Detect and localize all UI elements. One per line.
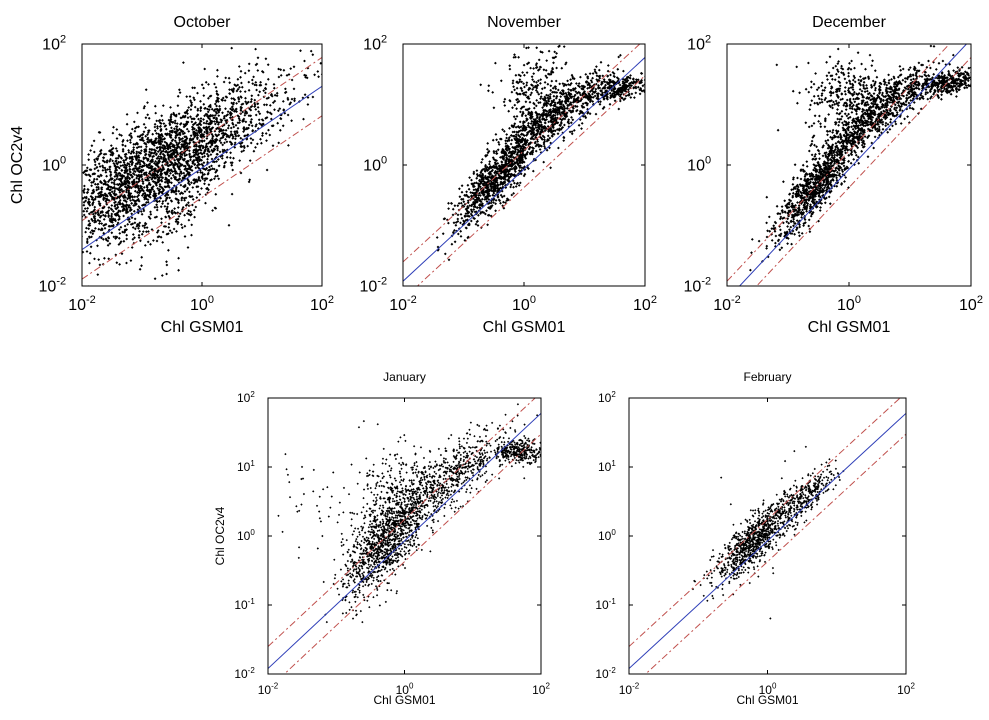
scatter-markers xyxy=(435,44,645,262)
x-tick-label: 10-2 xyxy=(258,682,279,697)
x-tick-label: 102 xyxy=(310,294,334,314)
y-tick-label: 10-2 xyxy=(360,275,388,295)
regression-line xyxy=(268,412,541,669)
y-tick-label: 102 xyxy=(598,390,616,405)
x-axis-label: Chl GSM01 xyxy=(736,693,798,707)
y-tick-label: 10-1 xyxy=(234,597,255,612)
x-axis-label: Chl GSM01 xyxy=(161,319,244,336)
x-tick-label: 10-2 xyxy=(713,294,741,314)
y-tick-label: 101 xyxy=(237,459,255,474)
scatter-markers xyxy=(691,445,845,620)
x-axis-label: Chl GSM01 xyxy=(373,693,435,707)
bound-line xyxy=(82,115,322,280)
data-points xyxy=(277,403,541,624)
x-tick-label: 100 xyxy=(396,682,414,697)
x-tick-label: 10-2 xyxy=(389,294,417,314)
y-tick-label: 10-2 xyxy=(234,666,255,681)
bound-line xyxy=(629,398,901,647)
y-tick-label: 102 xyxy=(687,33,711,53)
chart-title: December xyxy=(812,14,886,31)
chart-title: October xyxy=(174,14,232,31)
x-tick-label: 100 xyxy=(837,294,861,314)
axes-box xyxy=(267,397,542,675)
x-tick-label: 102 xyxy=(532,682,550,697)
y-tick-label: 10-1 xyxy=(595,597,616,612)
y-tick-label: 102 xyxy=(42,33,66,53)
scatter-panel-december: 10-2 100 102 10-2 100 102 December Chl GSM01 xyxy=(684,14,983,336)
regression-line xyxy=(629,412,906,669)
x-tick-label: 100 xyxy=(190,294,214,314)
bound-line xyxy=(416,75,645,286)
y-tick-label: 100 xyxy=(237,528,255,543)
scatter-panel-january: 10-2 100 102 10-2 10-1 100 101 102 January Chl GS… xyxy=(213,370,550,707)
y-tick-label: 10-2 xyxy=(39,275,67,295)
x-tick-label: 100 xyxy=(512,294,536,314)
y-tick-label: 102 xyxy=(363,33,387,53)
bound-line xyxy=(644,433,906,674)
regression-line xyxy=(738,44,968,286)
data-points xyxy=(435,44,645,262)
x-tick-label: 10-2 xyxy=(68,294,96,314)
chart-title: November xyxy=(487,14,561,31)
y-tick-label: 100 xyxy=(42,154,66,174)
scatter-panel-february: 10-2 100 102 10-2 10-1 100 101 102 February Chl G… xyxy=(595,370,915,707)
y-axis-label: Chl OC2v4 xyxy=(213,506,227,565)
data-points xyxy=(82,46,322,286)
x-tick-label: 100 xyxy=(759,682,777,697)
regression-line xyxy=(82,85,322,250)
x-tick-label: 102 xyxy=(959,294,983,314)
chart-title: February xyxy=(743,370,791,384)
scatter-markers xyxy=(82,46,322,286)
x-axis-label: Chl GSM01 xyxy=(483,319,566,336)
x-tick-label: 102 xyxy=(633,294,657,314)
x-tick-label: 10-2 xyxy=(619,682,640,697)
bound-line xyxy=(82,57,322,222)
scatter-panel-october: 10-2 100 102 10-2 100 102 October Chl GSM01 Chl … xyxy=(9,14,334,336)
y-tick-label: 10-2 xyxy=(595,666,616,681)
bound-line xyxy=(268,398,536,647)
chart-title: January xyxy=(383,370,426,384)
bound-line xyxy=(403,44,641,263)
y-tick-label: 100 xyxy=(363,154,387,174)
scatter-panel-november: 10-2 100 102 10-2 100 102 November Chl GSM01 xyxy=(360,14,657,336)
data-points xyxy=(749,44,971,272)
regression-line xyxy=(403,57,645,282)
scatter-markers xyxy=(277,403,541,624)
data-points xyxy=(691,445,845,620)
x-axis-label: Chl GSM01 xyxy=(808,319,891,336)
y-tick-label: 10-2 xyxy=(684,275,712,295)
y-axis-label: Chl OC2v4 xyxy=(9,126,26,204)
scatter-markers xyxy=(749,44,971,272)
y-tick-label: 101 xyxy=(598,459,616,474)
bound-line xyxy=(283,433,541,674)
y-tick-label: 100 xyxy=(687,154,711,174)
y-tick-label: 102 xyxy=(237,390,255,405)
x-tick-label: 102 xyxy=(897,682,915,697)
y-tick-label: 100 xyxy=(598,528,616,543)
bound-line xyxy=(727,44,951,282)
